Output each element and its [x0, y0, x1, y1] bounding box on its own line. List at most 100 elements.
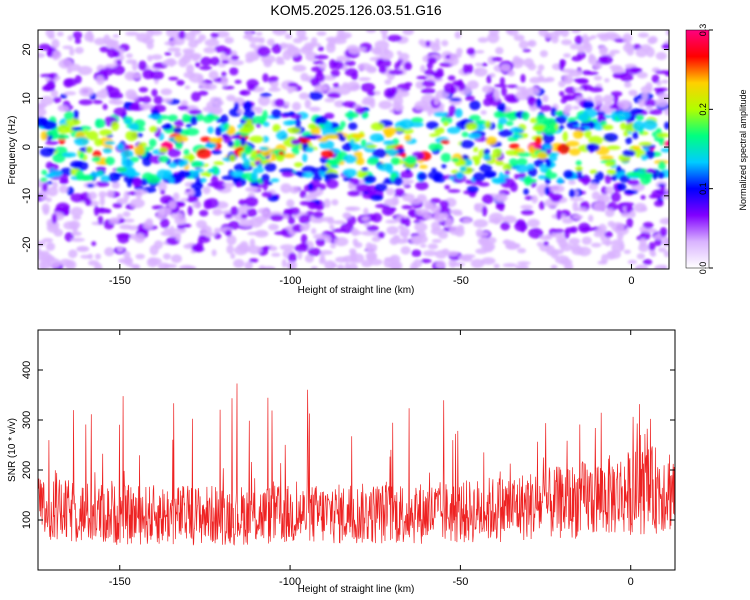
- heatmap-cell: [655, 70, 669, 74]
- heatmap-cell: [283, 153, 296, 159]
- heatmap-cell: [399, 119, 414, 130]
- heatmap-cell: [543, 241, 549, 246]
- heatmap-cell: [479, 163, 493, 173]
- heatmap-cell: [261, 135, 269, 143]
- heatmap-cell: [410, 235, 423, 244]
- heatmap-cell: [296, 30, 307, 39]
- heatmap-cell: [116, 198, 129, 205]
- heatmap-cell: [178, 160, 186, 168]
- heatmap-cell: [307, 183, 314, 191]
- heatmap-cell: [100, 175, 110, 183]
- heatmap-cell: [192, 201, 202, 209]
- heatmap-cell: [41, 169, 48, 176]
- heatmap-cell: [545, 172, 558, 179]
- heatmap-cell: [77, 65, 93, 76]
- heatmap-cell: [522, 48, 531, 53]
- heatmap-cell: [174, 135, 189, 143]
- heatmap-cell: [632, 131, 639, 140]
- heatmap-cell: [566, 140, 580, 147]
- heatmap-cell: [241, 152, 247, 161]
- heatmap-cell: [568, 237, 581, 245]
- heatmap-cell: [389, 109, 395, 113]
- heatmap-cell: [109, 217, 120, 225]
- heatmap-cell: [593, 63, 603, 70]
- heatmap-cell: [624, 81, 632, 88]
- spectrogram-y-ticks: -20 -10 0 10 20: [21, 43, 669, 253]
- heatmap-cell: [248, 36, 263, 43]
- heatmap-cell: [440, 139, 450, 145]
- heatmap-cell: [221, 76, 229, 87]
- heatmap-cell: [361, 230, 376, 236]
- heatmap-cell: [99, 195, 105, 207]
- heatmap-cell: [324, 134, 340, 140]
- heatmap-cell: [611, 67, 625, 74]
- heatmap-cell: [173, 127, 183, 134]
- heatmap-cell: [558, 80, 566, 88]
- heatmap-cell: [291, 145, 300, 156]
- heatmap-cell: [636, 253, 646, 260]
- heatmap-cell: [79, 152, 85, 160]
- heatmap-cell: [561, 39, 572, 46]
- heatmap-cell: [321, 149, 334, 159]
- heatmap-cell: [456, 120, 469, 130]
- heatmap-cell: [258, 146, 270, 151]
- heatmap-cell: [177, 225, 185, 230]
- heatmap-cell: [67, 35, 74, 41]
- heatmap-cell: [342, 255, 358, 263]
- heatmap-cell: [564, 228, 570, 240]
- heatmap-cell: [588, 183, 599, 191]
- heatmap-cell: [151, 54, 163, 60]
- heatmap-cell: [107, 87, 120, 97]
- heatmap-cell: [334, 237, 349, 247]
- heatmap-cell: [361, 216, 370, 222]
- heatmap-cell: [270, 153, 277, 162]
- heatmap-cell: [473, 219, 488, 228]
- heatmap-cell: [97, 215, 104, 225]
- heatmap-cell: [454, 108, 463, 118]
- heatmap-cell: [438, 212, 449, 219]
- heatmap-cell: [147, 55, 153, 62]
- heatmap-cell: [604, 160, 616, 167]
- heatmap-cell: [314, 72, 325, 82]
- heatmap-cell: [658, 160, 666, 170]
- heatmap-cell: [69, 47, 75, 56]
- heatmap-cell: [126, 180, 132, 188]
- heatmap-cell: [411, 249, 422, 257]
- heatmap-cell: [542, 132, 555, 144]
- heatmap-cell: [482, 194, 494, 205]
- heatmap-cell: [230, 55, 239, 61]
- heatmap-cell: [515, 264, 529, 269]
- heatmap-cell: [168, 177, 175, 184]
- y-tick-label: 200: [21, 461, 33, 479]
- heatmap-cell: [198, 90, 209, 96]
- heatmap-cell: [390, 207, 397, 212]
- heatmap-cell: [235, 182, 242, 188]
- heatmap-cell: [280, 183, 292, 194]
- heatmap-cell: [663, 237, 669, 247]
- heatmap-cell: [352, 133, 365, 138]
- heatmap-cell: [402, 193, 415, 202]
- heatmap-cell: [370, 122, 385, 131]
- heatmap-cell: [514, 173, 521, 180]
- heatmap-cell: [153, 95, 163, 105]
- heatmap-cell: [537, 75, 545, 82]
- heatmap-cell: [74, 46, 84, 54]
- heatmap-cell: [340, 222, 354, 234]
- heatmap-cell: [224, 213, 233, 219]
- heatmap-cell: [302, 153, 308, 163]
- heatmap-cell: [249, 42, 256, 49]
- colorbar-bar: [685, 29, 710, 269]
- colorbar: 0.0 0.1 0.2 0.3 Normalized spectral amplitu…: [685, 24, 748, 274]
- heatmap-cell: [112, 99, 124, 106]
- heatmap-cell: [401, 205, 413, 210]
- heatmap-cell: [71, 126, 83, 131]
- heatmap-cell: [434, 127, 445, 134]
- heatmap-cell: [291, 101, 302, 111]
- heatmap-cell: [116, 59, 122, 66]
- heatmap-cell: [538, 201, 545, 210]
- heatmap-cell: [542, 144, 553, 150]
- heatmap-cell: [494, 84, 508, 88]
- heatmap-cell: [374, 183, 388, 192]
- heatmap-cell: [563, 74, 573, 85]
- heatmap-cell: [551, 197, 561, 203]
